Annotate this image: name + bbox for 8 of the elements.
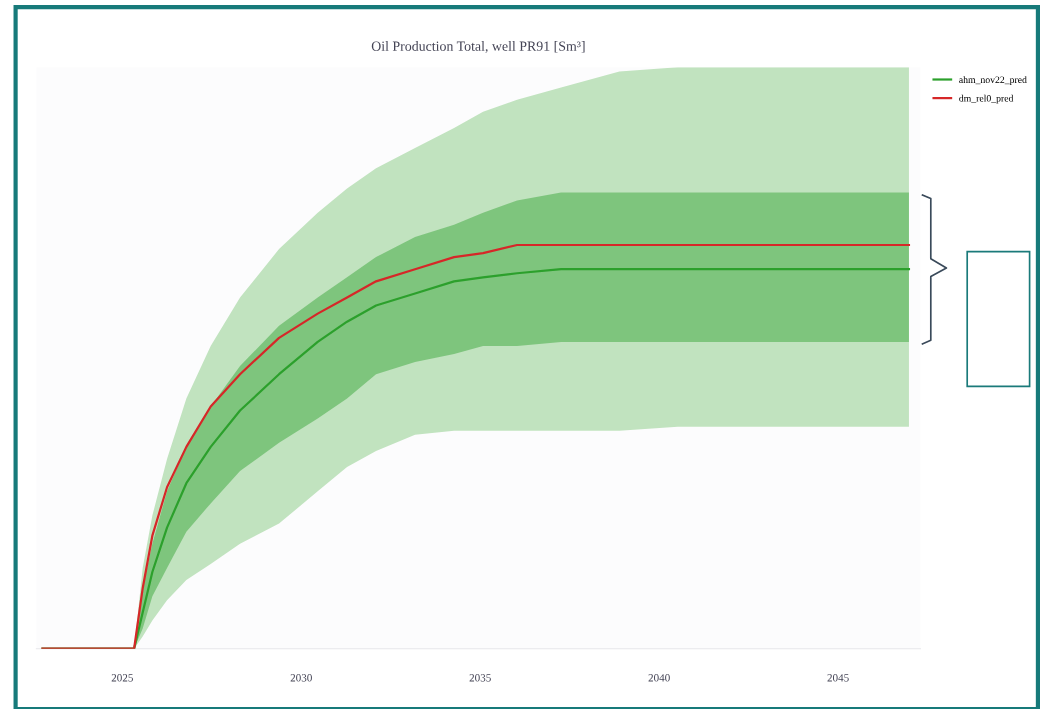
x-tick-label: 2040 <box>648 674 670 682</box>
x-tick-label: 2025 <box>111 674 133 682</box>
x-tick-label: 2035 <box>469 674 491 682</box>
x-tick-label: 2030 <box>290 674 312 682</box>
chart-title: Oil Production Total, well PR91 [Sm³] <box>371 41 585 53</box>
legend-label: dm_rel0_pred <box>959 94 1014 104</box>
x-tick-label: 2045 <box>827 674 849 682</box>
legend-label: ahm_nov22_pred <box>959 76 1027 85</box>
